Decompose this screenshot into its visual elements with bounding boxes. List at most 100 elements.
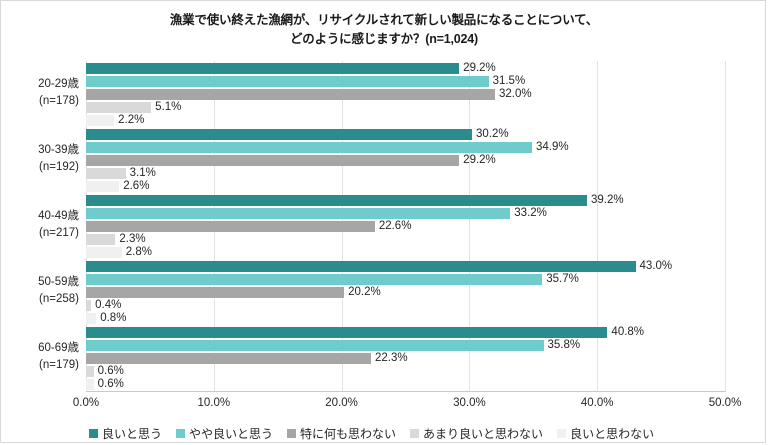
bar-value-label: 2.2% (118, 114, 145, 126)
bar-value-label: 2.3% (119, 233, 146, 245)
bar-value-label: 34.9% (536, 141, 569, 153)
bar-3[interactable] (86, 352, 371, 364)
bar-group: 30.2% 34.9% 29.2% 3.1% 2.6% (86, 128, 725, 194)
bar-value-label: 31.5% (492, 75, 526, 87)
bar-row: 0.6% (86, 365, 725, 377)
bar-row: 5.1% (86, 101, 725, 113)
bar-value-label: 0.8% (100, 312, 127, 324)
bar-row: 39.2% (86, 194, 725, 206)
bar-5[interactable] (86, 180, 120, 192)
bar-value-label: 39.2% (590, 194, 624, 206)
bar-value-label: 20.2% (348, 286, 381, 298)
bar-group: 39.2% 33.2% 22.6% 2.3% 2.8% (86, 194, 725, 260)
bar-value-label: 22.6% (378, 220, 412, 232)
bar-value-label: 3.1% (129, 167, 156, 179)
legend-item-2[interactable]: やや良いと思う (176, 425, 273, 442)
bar-row: 3.1% (86, 167, 725, 179)
y-axis-label-line: 60-69歳 (38, 342, 79, 354)
bar-2[interactable] (86, 339, 544, 351)
bar-2[interactable] (86, 75, 489, 87)
legend-label: あまり良いと思わない (423, 427, 544, 441)
bar-5[interactable] (86, 378, 94, 390)
legend-item-5[interactable]: 良いと思わない (557, 425, 654, 442)
bar-3[interactable] (86, 88, 495, 100)
legend-swatch-icon (410, 429, 420, 438)
bar-value-label: 40.8% (611, 326, 645, 338)
x-axis-tick-label: 20.0% (325, 397, 358, 409)
bar-row: 40.8% (86, 326, 725, 338)
bar-value-label: 0.4% (95, 299, 122, 311)
bar-2[interactable] (86, 273, 543, 285)
y-axis-label-5: 60-69歳 (n=179) (1, 340, 79, 375)
bar-row: 20.2% (86, 286, 725, 298)
x-axis-tick-label: 0.0% (72, 397, 100, 409)
bar-1[interactable] (86, 62, 460, 74)
bar-4[interactable] (86, 233, 116, 245)
bar-value-label: 22.3% (374, 352, 408, 364)
bar-4[interactable] (86, 101, 152, 113)
legend-label: 良いと思わない (570, 427, 655, 441)
bar-row: 43.0% (86, 260, 725, 272)
bar-1[interactable] (86, 128, 472, 140)
legend-item-1[interactable]: 良いと思う (89, 425, 162, 442)
bar-4[interactable] (86, 167, 126, 179)
bar-1[interactable] (86, 326, 608, 338)
bar-value-label: 35.8% (547, 339, 581, 351)
bar-value-label: 35.7% (546, 273, 579, 285)
bar-row: 33.2% (86, 207, 725, 219)
bar-3[interactable] (86, 220, 375, 232)
bar-5[interactable] (86, 246, 122, 258)
legend-item-3[interactable]: 特に何も思わない (287, 425, 396, 442)
bar-1[interactable] (86, 260, 636, 272)
legend-swatch-icon (557, 429, 567, 438)
bar-row: 0.6% (86, 378, 725, 390)
bar-row: 32.0% (86, 88, 725, 100)
y-axis-label-line: 40-49歳 (38, 210, 79, 222)
bar-value-label: 2.8% (125, 246, 152, 258)
bar-2[interactable] (86, 141, 533, 153)
bar-value-label: 5.1% (155, 101, 182, 113)
bar-value-label: 29.2% (463, 62, 496, 74)
bar-value-label: 2.6% (123, 180, 150, 192)
y-axis-label-line: (n=258) (39, 293, 79, 306)
bar-value-label: 29.2% (463, 154, 496, 166)
bar-value-label: 30.2% (475, 128, 509, 140)
bar-group: 40.8% 35.8% 22.3% 0.6% 0.6% (86, 326, 725, 392)
bar-5[interactable] (86, 114, 115, 126)
bar-row: 0.8% (86, 312, 725, 324)
gridline-400 (597, 61, 599, 391)
bar-group: 43.0% 35.7% 20.2% 0.4% 0.8% (86, 260, 725, 326)
bar-row: 31.5% (86, 75, 725, 87)
legend-swatch-icon (89, 429, 98, 438)
y-axis-label-line: 50-59歳 (38, 276, 79, 288)
bar-row: 2.8% (86, 246, 725, 258)
bar-row: 2.3% (86, 233, 725, 245)
bar-2[interactable] (86, 207, 511, 219)
y-axis-label-4: 50-59歳 (n=258) (1, 274, 79, 309)
bar-4[interactable] (86, 299, 92, 311)
x-axis-tick-label: 50.0% (708, 397, 742, 409)
legend-label: やや良いと思う (189, 427, 274, 441)
legend-label: 特に何も思わない (300, 427, 397, 441)
bar-value-label: 0.6% (97, 365, 124, 377)
bar-4[interactable] (86, 365, 94, 377)
bar-3[interactable] (86, 154, 460, 166)
y-axis-label-line: (n=178) (39, 95, 79, 108)
bar-row: 22.6% (86, 220, 725, 232)
bar-group: 29.2% 31.5% 32.0% 5.1% 2.2% (86, 62, 725, 128)
bar-5[interactable] (86, 312, 97, 324)
legend-item-4[interactable]: あまり良いと思わない (410, 425, 543, 442)
legend-swatch-icon (287, 429, 297, 438)
bar-value-label: 32.0% (498, 88, 532, 100)
y-axis-label-line: (n=192) (39, 161, 79, 174)
y-axis-label-1: 20-29歳 (n=178) (1, 76, 79, 111)
x-axis-line (86, 391, 726, 392)
bar-row: 0.4% (86, 299, 725, 311)
bar-row: 2.2% (86, 114, 725, 126)
bar-row: 22.3% (86, 352, 725, 364)
bar-3[interactable] (86, 286, 345, 298)
bar-1[interactable] (86, 194, 587, 206)
bar-row: 35.8% (86, 339, 725, 351)
bar-row: 2.6% (86, 180, 725, 192)
